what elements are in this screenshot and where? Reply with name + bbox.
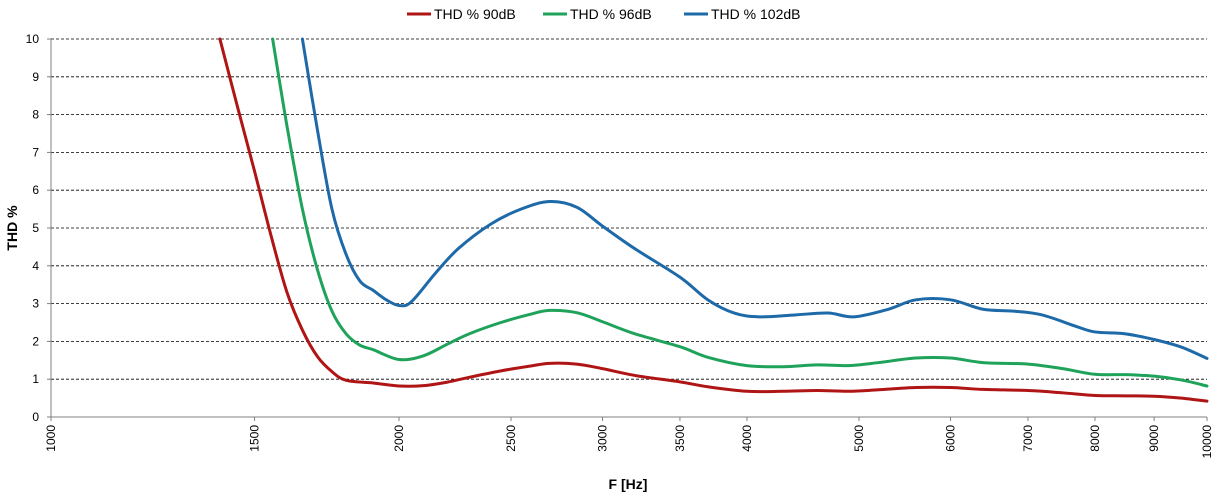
y-tick-label-9: 9 xyxy=(32,70,39,84)
x-tick-label-2: 2000 xyxy=(392,425,406,452)
x-tick-label-11: 9000 xyxy=(1147,425,1161,452)
x-tick-label-12: 10000 xyxy=(1200,425,1214,459)
legend: THD % 90dB THD % 96dB THD % 102dB xyxy=(407,6,800,22)
legend-label-2: THD % 102dB xyxy=(711,6,800,22)
y-tick-label-1: 1 xyxy=(32,372,39,386)
x-tick-label-7: 5000 xyxy=(852,425,866,452)
series-line-2 xyxy=(300,37,1209,360)
y-tick-label-8: 8 xyxy=(32,108,39,122)
x-tick-label-3: 2500 xyxy=(504,425,518,452)
x-tick-label-9: 7000 xyxy=(1021,425,1035,452)
y-tick-label-10: 10 xyxy=(26,32,40,46)
x-tick-labels: 1000 1500 2000 2500 3000 3500 4000 5000 6000 7000… xyxy=(44,417,1214,458)
x-tick-label-4: 3000 xyxy=(596,425,610,452)
y-tick-label-0: 0 xyxy=(32,410,39,424)
x-tick-label-5: 3500 xyxy=(673,425,687,452)
y-axis-title: THD % xyxy=(4,205,20,251)
grid-lines xyxy=(51,38,1207,380)
x-tick-label-0: 1000 xyxy=(44,425,58,452)
y-tick-label-7: 7 xyxy=(32,145,39,159)
x-tick-label-8: 6000 xyxy=(944,425,958,452)
y-tick-label-3: 3 xyxy=(32,297,39,311)
series-line-1 xyxy=(271,37,1209,388)
x-tick-label-10: 8000 xyxy=(1088,425,1102,452)
y-tick-label-2: 2 xyxy=(32,334,39,348)
y-tick-label-6: 6 xyxy=(32,183,39,197)
x-tick-label-6: 4000 xyxy=(740,425,754,452)
y-tick-labels: 0 1 2 3 4 5 6 7 8 9 10 xyxy=(26,32,51,424)
legend-label-1: THD % 96dB xyxy=(570,6,652,22)
series-line-0 xyxy=(218,37,1209,403)
x-axis-title: F [Hz] xyxy=(609,476,648,492)
series-lines xyxy=(218,37,1209,403)
legend-label-0: THD % 90dB xyxy=(434,6,516,22)
x-tick-label-1: 1500 xyxy=(248,425,262,452)
y-tick-label-5: 5 xyxy=(32,221,39,235)
y-tick-label-4: 4 xyxy=(32,259,39,273)
